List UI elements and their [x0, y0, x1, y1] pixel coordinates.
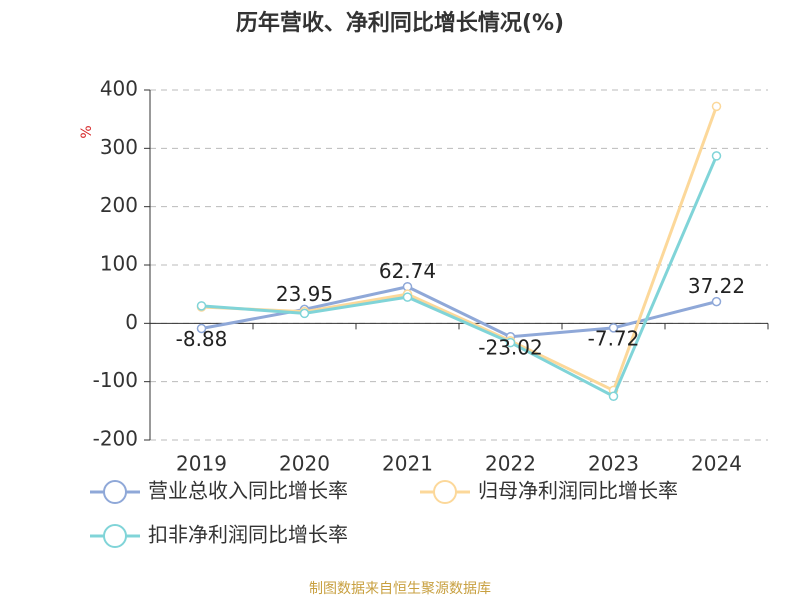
legend-label: 归母净利润同比增长率 [478, 479, 678, 503]
legend-label: 营业总收入同比增长率 [148, 479, 348, 503]
chart-title: 历年营收、净利同比增长情况(%) [236, 10, 564, 36]
point [608, 323, 619, 333]
data-label: -7.72 [588, 326, 640, 350]
y-axis-label: % [79, 125, 95, 138]
point [196, 323, 207, 334]
x-tick-label: 2023 [588, 452, 639, 476]
x-tick-label: 2019 [176, 452, 227, 476]
x-tick-label: 2024 [691, 452, 742, 476]
y-tick-label: 300 [100, 135, 138, 159]
data-label: -8.88 [176, 327, 228, 351]
legend-marker [103, 524, 127, 548]
point [711, 296, 722, 307]
point [711, 101, 722, 112]
legend-label: 扣非净利润同比增长率 [148, 523, 348, 547]
point [505, 337, 516, 348]
point [608, 391, 619, 401]
source-note: 制图数据来自恒生聚源数据库 [309, 581, 491, 597]
y-tick-label: 100 [100, 252, 138, 276]
y-tick-label: 200 [100, 193, 138, 217]
data-label: 37.22 [688, 274, 745, 298]
point [402, 292, 413, 302]
y-tick-label: 0 [125, 310, 138, 334]
y-tick-label: 400 [100, 77, 138, 101]
x-tick-label: 2021 [382, 452, 433, 476]
point [299, 308, 310, 319]
legend-marker [433, 480, 457, 504]
series-line [201, 155, 718, 399]
x-tick-label: 2020 [279, 452, 330, 476]
data-label: 62.74 [379, 259, 436, 283]
data-label: -23.02 [478, 335, 542, 359]
data-label: 23.95 [276, 282, 333, 306]
point [711, 151, 722, 161]
x-tick-label: 2022 [485, 452, 536, 476]
legend-marker [103, 480, 127, 504]
y-tick-label: -200 [93, 427, 138, 451]
point [196, 301, 207, 311]
y-tick-label: -100 [93, 368, 138, 392]
